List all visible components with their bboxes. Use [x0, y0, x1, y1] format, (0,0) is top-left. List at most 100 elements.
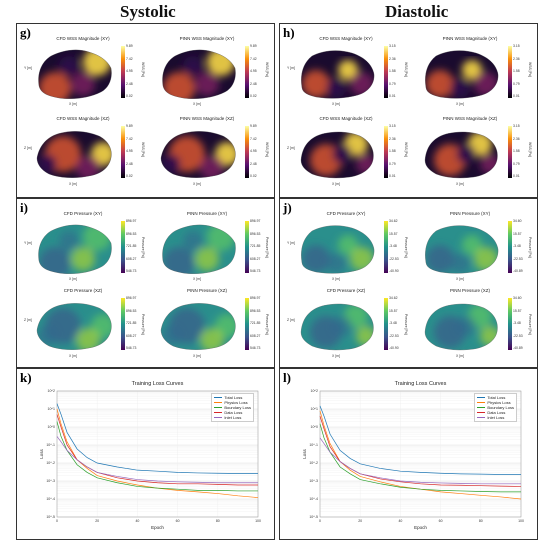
field-blob [356, 326, 374, 346]
legend-label: Total Loss [224, 395, 243, 400]
legend-swatch [214, 402, 223, 403]
subplot-i-3: PINN Pressure (XZ) X [m] 896.97 896.53 721.8… [157, 288, 269, 358]
x-axis-label: X [m] [69, 182, 77, 186]
field-blob [200, 156, 224, 178]
colorbar [121, 46, 125, 98]
panel-label-g: g) [20, 25, 31, 40]
panel-label-k: k) [20, 370, 32, 385]
field-map [425, 50, 499, 99]
colorbar-tick: 896.53 [126, 308, 137, 313]
legend: Total Loss Physics Loss Boundary Loss Data … [474, 393, 517, 422]
field-blob [462, 60, 482, 80]
colorbar [245, 298, 249, 350]
colorbar-label: Pressure [Pa] [404, 314, 408, 335]
field-blob [200, 328, 224, 350]
field-blob [326, 253, 346, 273]
subplot-title: CFD WSS Magnitude (XZ) [56, 116, 110, 121]
colorbar-tick: 34.62 [389, 219, 398, 223]
colorbar [384, 298, 388, 350]
legend-swatch [214, 412, 223, 413]
colorbar-tick: 4.95 [250, 69, 257, 73]
colorbar-tick: -3.48 [513, 244, 521, 248]
subplot-g-3: PINN WSS Magnitude (XZ) X [m] 9.89 7.42 4.95… [157, 116, 269, 186]
field-blob [91, 314, 112, 338]
geometry-outline [300, 303, 374, 351]
colorbar-tick: 9.89 [126, 124, 133, 128]
y-axis-label: Z [m] [287, 146, 295, 150]
y-axis-label: Y [m] [24, 66, 32, 70]
field-map [424, 131, 498, 179]
field-blob [59, 231, 79, 251]
x-tick-label: 20 [95, 519, 99, 523]
legend-swatch [214, 417, 223, 418]
colorbar-tick: 1.58 [513, 149, 520, 153]
subplot-title: PINN Pressure (XZ) [186, 288, 227, 293]
colorbar-tick: 0.02 [250, 174, 257, 178]
field-blob [350, 247, 374, 271]
colorbar-tick: -22.53 [513, 256, 523, 261]
colorbar-label: WSS [Pa] [528, 62, 532, 77]
geometry-outline [301, 225, 375, 274]
subplot-i-1: PINN Pressure (XY) X [m] 896.97 896.53 721.8… [157, 211, 269, 281]
y-tick-label: 10^-5 [309, 515, 318, 519]
x-axis-label: X [m] [193, 277, 201, 281]
x-axis-label: X [m] [456, 277, 464, 281]
field-blob [326, 78, 346, 98]
x-tick-label: 60 [176, 519, 180, 523]
legend-swatch [477, 407, 486, 408]
y-tick-label: 10^0 [311, 425, 319, 429]
subplot-title: CFD WSS Magnitude (XY) [319, 36, 373, 41]
field-map [36, 303, 112, 350]
colorbar-tick: 9.89 [250, 44, 257, 48]
geometry-outline [38, 224, 112, 274]
field-blob [474, 72, 498, 96]
field-map [300, 303, 374, 351]
subplot-h-2: CFD WSS Magnitude (XZ) Z [m] X [m] 3.15 2.36… [287, 116, 408, 186]
y-tick-label: 10^2 [311, 389, 319, 393]
y-axis-label: Y [m] [287, 241, 295, 245]
colorbar-tick: 0.01 [389, 94, 396, 98]
subplot-h-3: PINN WSS Magnitude (XZ) X [m] 3.15 2.36 1.58… [420, 116, 532, 186]
field-blob [350, 72, 374, 96]
legend-swatch [477, 397, 486, 398]
subplot-title: PINN Pressure (XZ) [449, 288, 490, 293]
subplot-i-0: CFD Pressure (XY) Y [m] X [m] 896.97 896.53 7… [24, 211, 145, 281]
series-line-total-loss [319, 405, 521, 475]
colorbar-tick: -3.48 [389, 244, 397, 248]
legend-label: Physics Loss [224, 400, 248, 405]
x-tick-label: 60 [439, 519, 443, 523]
colorbar-tick: 34.60 [513, 219, 522, 223]
y-axis-label: Z [m] [287, 318, 295, 322]
subplot-j-1: PINN Pressure (XY) X [m] 34.60 15.57 -3.48 -2… [420, 211, 532, 281]
legend-swatch [214, 407, 223, 408]
geometry-outline [425, 50, 499, 99]
colorbar-label: WSS [Pa] [141, 62, 145, 77]
subplot-h-1: PINN WSS Magnitude (XY) X [m] 3.15 2.36 1.58… [420, 36, 532, 106]
subplot-j-2: CFD Pressure (XZ) Z [m] X [m] 34.62 15.57 -3.… [287, 288, 408, 358]
colorbar-tick: 896.53 [126, 231, 137, 236]
field-map [301, 225, 375, 274]
x-axis-label: X [m] [69, 354, 77, 358]
field-blob [37, 326, 57, 346]
colorbar-tick: 608.27 [250, 333, 261, 338]
y-tick-label: 10^0 [48, 425, 56, 429]
colorbar-tick: -22.53 [513, 333, 523, 338]
x-axis-label: X [m] [193, 354, 201, 358]
colorbar-tick: 0.02 [126, 174, 133, 178]
series-line-physics-loss [319, 410, 522, 500]
colorbar-tick: -40.89 [513, 346, 523, 350]
series-line-data-loss [319, 416, 522, 487]
field-blob [59, 56, 79, 76]
panel-label-h: h) [283, 25, 295, 40]
field-blob [195, 72, 219, 96]
subplot-title: PINN Pressure (XY) [449, 211, 491, 216]
subplot-title: CFD Pressure (XY) [326, 211, 366, 216]
field-map [162, 49, 236, 99]
colorbar-label: Pressure [Pa] [528, 237, 532, 258]
legend-label: Total Loss [487, 395, 506, 400]
plot-frame [56, 390, 259, 518]
field-blob [480, 154, 498, 174]
x-tick-label: 100 [255, 519, 261, 523]
colorbar-tick: 896.53 [250, 308, 261, 313]
x-tick-label: 0 [56, 519, 58, 523]
